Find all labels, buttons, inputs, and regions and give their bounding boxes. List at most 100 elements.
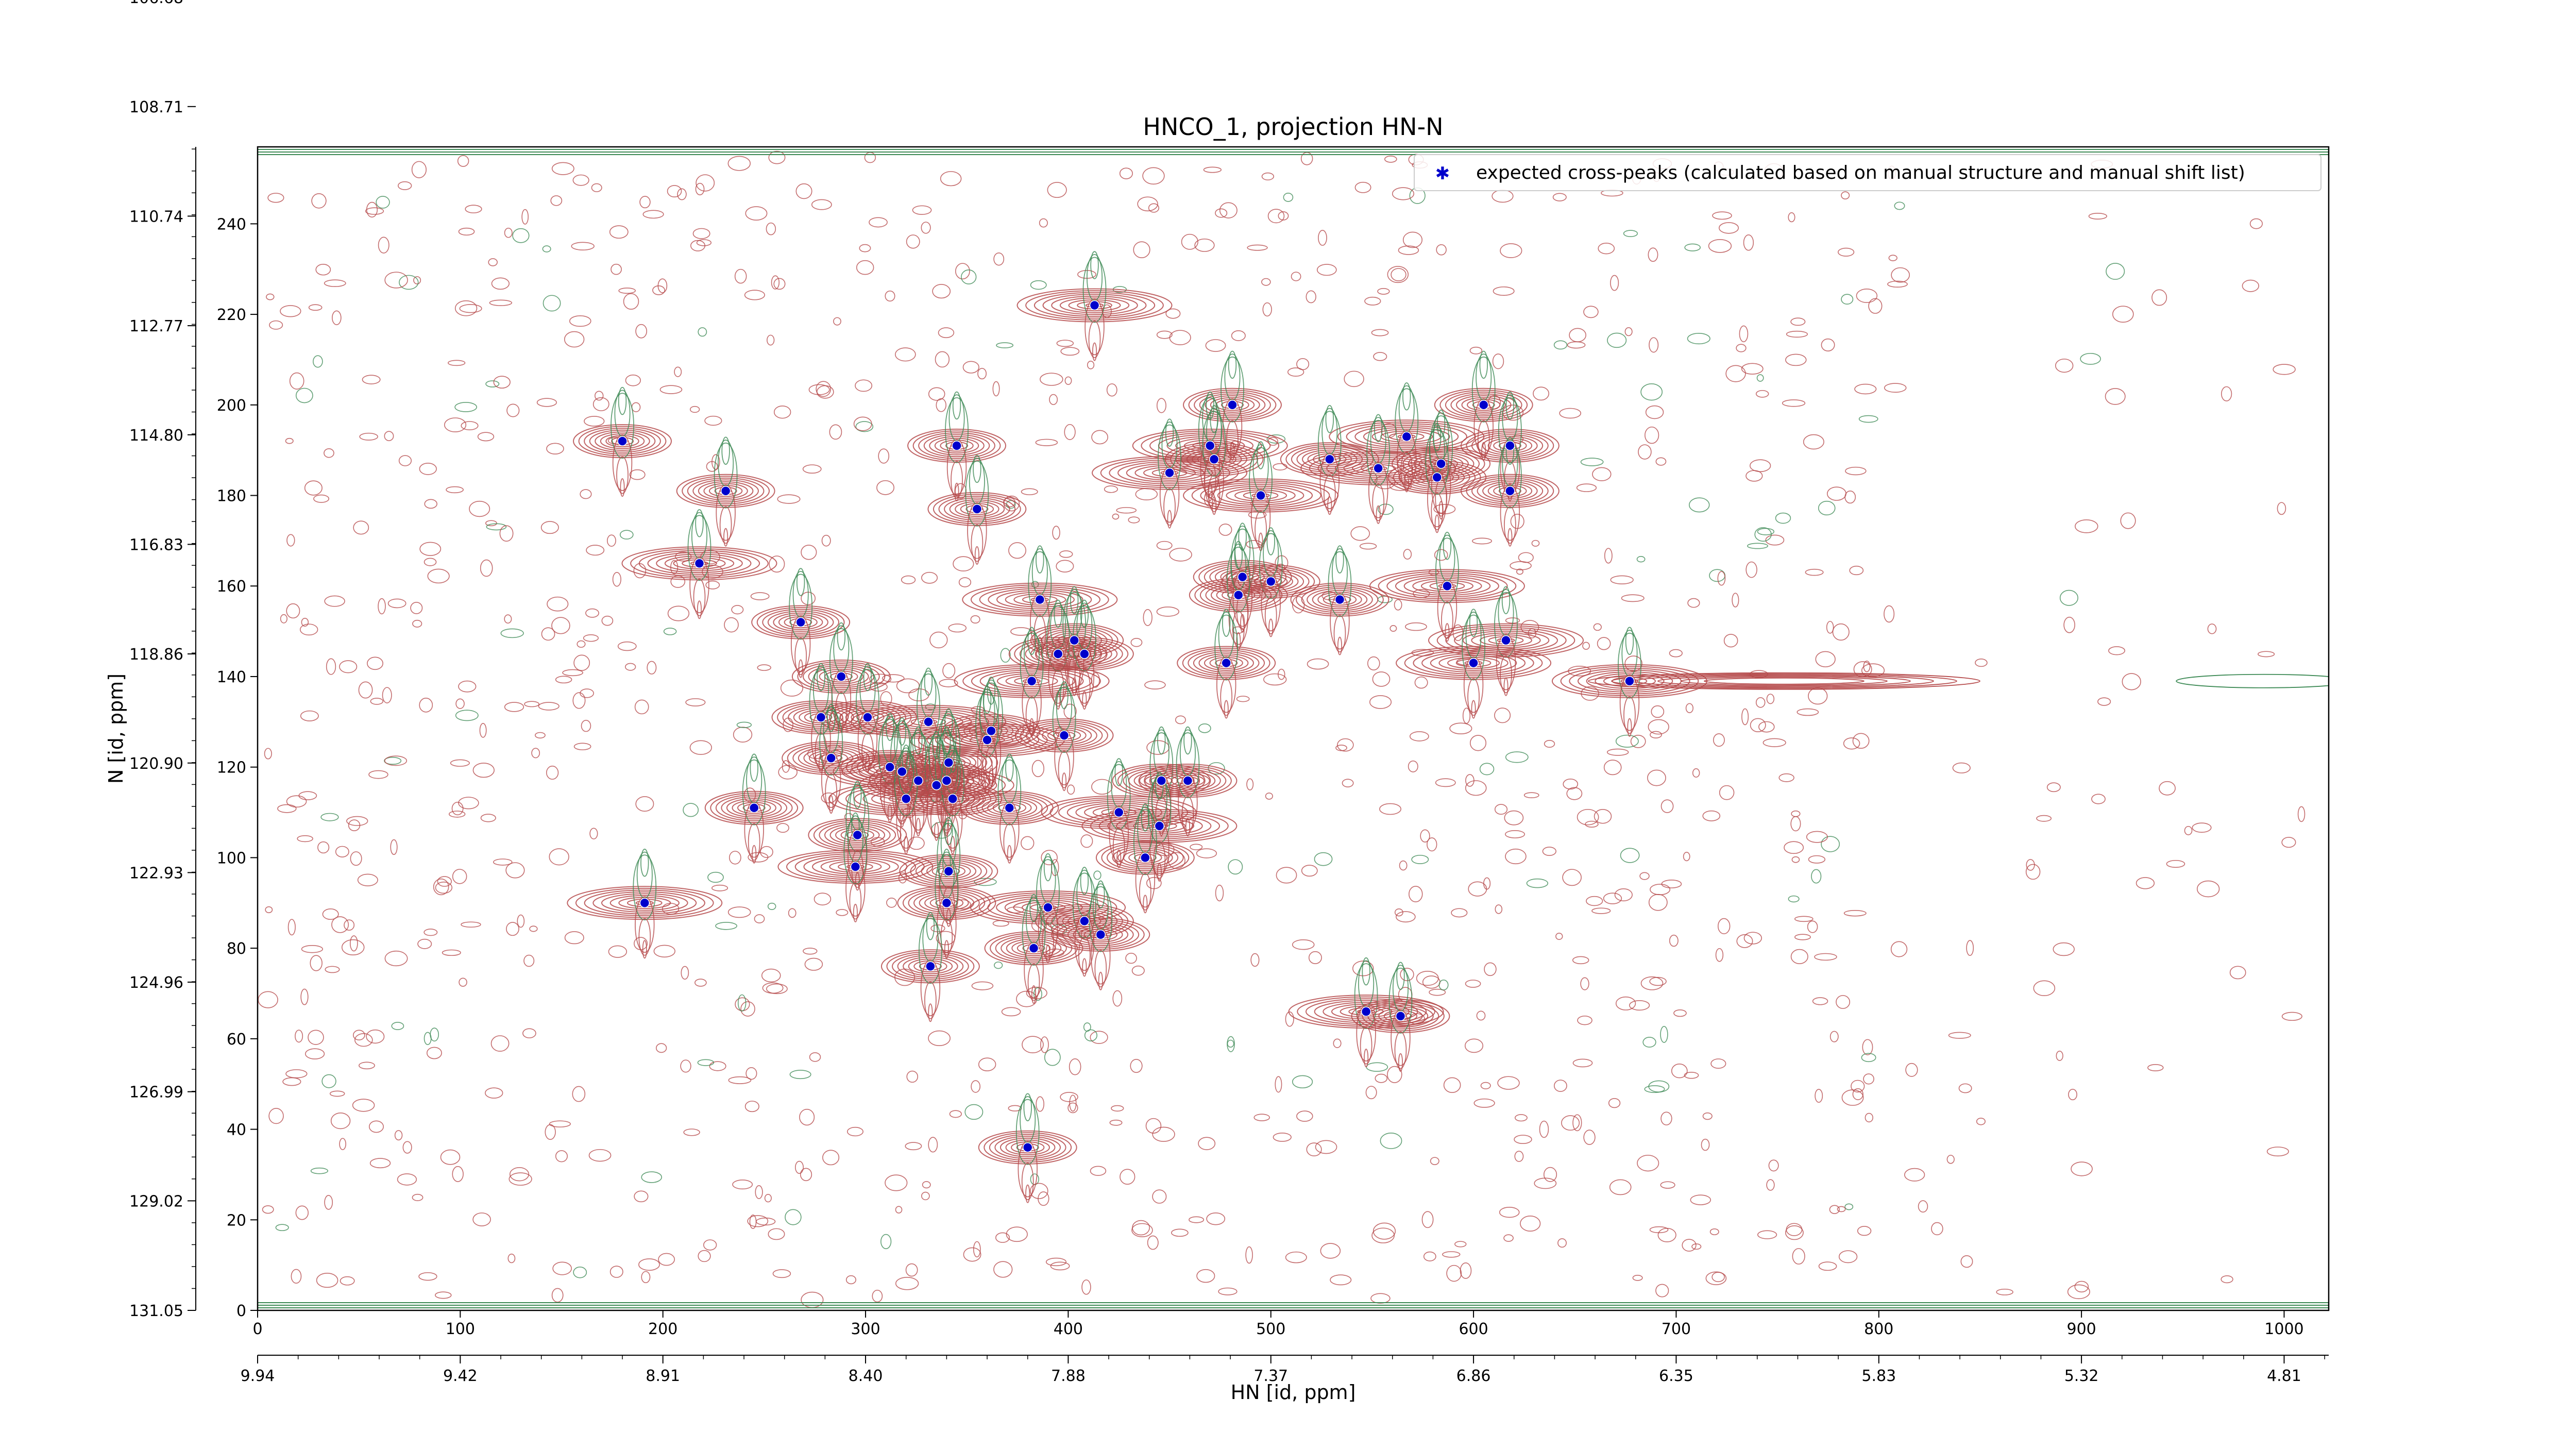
peak-contour: [1357, 1001, 1445, 1032]
noise-contour: [609, 225, 629, 239]
peak-contour: [1058, 750, 1071, 788]
noise-contour: [1359, 543, 1377, 550]
cross-peak-layer: [617, 300, 1635, 1153]
noise-contour: [359, 1062, 375, 1070]
peak-contour: [609, 895, 680, 911]
noise-contour: [692, 228, 710, 239]
noise-contour: [703, 1239, 717, 1251]
noise-contour: [1758, 721, 1775, 733]
noise-contour: [354, 1033, 373, 1047]
peak-contour: [638, 918, 651, 956]
cross-peak-marker: [1505, 485, 1515, 496]
noise-contour: [1603, 760, 1622, 776]
peak-contour: [1368, 462, 1388, 518]
n-ppm-tick-label: 131.05: [129, 1302, 183, 1320]
peak-contour: [1681, 676, 1888, 686]
peak-contour: [1435, 537, 1459, 604]
peak-contour: [981, 798, 1038, 818]
noise-contour: [2074, 1280, 2089, 1293]
noise-contour: [1236, 696, 1250, 702]
peak-contour: [1471, 356, 1496, 423]
peak-contour: [897, 717, 907, 746]
noise-contour: [2056, 1051, 2063, 1061]
noise-contour: [938, 327, 955, 339]
noise-contour: [970, 615, 980, 624]
cross-peak-marker: [1442, 581, 1452, 591]
noise-contour: [1066, 784, 1075, 795]
noise-contour: [540, 521, 559, 534]
x-tick-label: 900: [2066, 1320, 2096, 1338]
cross-peak-marker: [1505, 441, 1515, 451]
noise-contour: [1542, 847, 1556, 856]
noise-contour: [275, 1224, 289, 1232]
noise-contour: [1133, 241, 1150, 259]
noise-contour: [674, 366, 682, 377]
noise-contour: [1826, 486, 1846, 501]
noise-contour: [1398, 245, 1419, 255]
peak-contour: [1114, 758, 1123, 786]
peak-contour: [904, 856, 993, 887]
noise-contour: [1296, 1110, 1313, 1122]
noise-contour: [1946, 1155, 1955, 1164]
noise-contour: [1381, 423, 1397, 438]
peak-contour: [721, 796, 788, 820]
noise-contour: [1416, 970, 1439, 986]
cross-peak-marker: [1182, 776, 1193, 786]
peak-contour: [935, 854, 959, 921]
noise-contour: [971, 1080, 981, 1093]
peak-contour: [616, 456, 629, 494]
noise-contour: [971, 981, 994, 990]
peak-contour: [1126, 463, 1213, 483]
noise-contour: [1131, 1223, 1153, 1237]
peak-contour: [1051, 295, 1138, 315]
noise-contour: [426, 1047, 442, 1059]
peak-contour: [1214, 614, 1239, 681]
noise-contour: [1000, 648, 1011, 663]
noise-contour: [1775, 512, 1791, 524]
peak-contour: [853, 903, 858, 923]
noise-contour: [1687, 333, 1710, 345]
noise-contour: [1683, 852, 1690, 862]
noise-contour: [311, 193, 327, 209]
noise-contour: [1090, 1031, 1108, 1044]
n-ppm-tick-label: 112.77: [129, 317, 183, 335]
noise-contour: [740, 1001, 755, 1017]
peak-contour: [1014, 638, 1103, 669]
noise-contour: [262, 1205, 274, 1214]
noise-contour: [1766, 694, 1775, 704]
noise-contour: [705, 580, 720, 589]
noise-contour: [1544, 740, 1555, 748]
noise-contour: [465, 205, 482, 213]
noise-contour: [472, 763, 495, 778]
peak-contour: [1117, 765, 1206, 796]
peak-contour: [620, 478, 625, 497]
noise-contour: [595, 391, 604, 401]
noise-contour: [1975, 659, 1988, 667]
noise-contour: [773, 278, 786, 290]
peak-contour: [1001, 936, 1067, 960]
noise-contour: [480, 559, 493, 577]
noise-contour: [667, 605, 690, 621]
noise-contour: [1630, 734, 1646, 748]
noise-contour: [437, 876, 452, 887]
noise-contour: [1420, 829, 1430, 843]
noise-contour: [1411, 854, 1429, 864]
peak-contour: [618, 897, 671, 909]
noise-contour: [550, 195, 563, 206]
noise-contour: [1403, 549, 1412, 560]
noise-contour: [546, 765, 559, 780]
x-tick-label: 100: [446, 1320, 475, 1338]
noise-contour: [767, 902, 776, 910]
peak-contour: [1268, 618, 1274, 637]
noise-contour: [855, 421, 874, 432]
cross-peak-marker: [941, 898, 952, 908]
cross-peak-marker: [1079, 649, 1090, 659]
noise-contour: [1446, 1265, 1462, 1282]
noise-contour: [767, 334, 775, 346]
noise-contour: [1112, 990, 1123, 1007]
peak-contour: [1022, 900, 1046, 966]
noise-contour: [1266, 434, 1286, 444]
peak-contour: [611, 393, 634, 459]
peak-contour: [946, 814, 959, 852]
